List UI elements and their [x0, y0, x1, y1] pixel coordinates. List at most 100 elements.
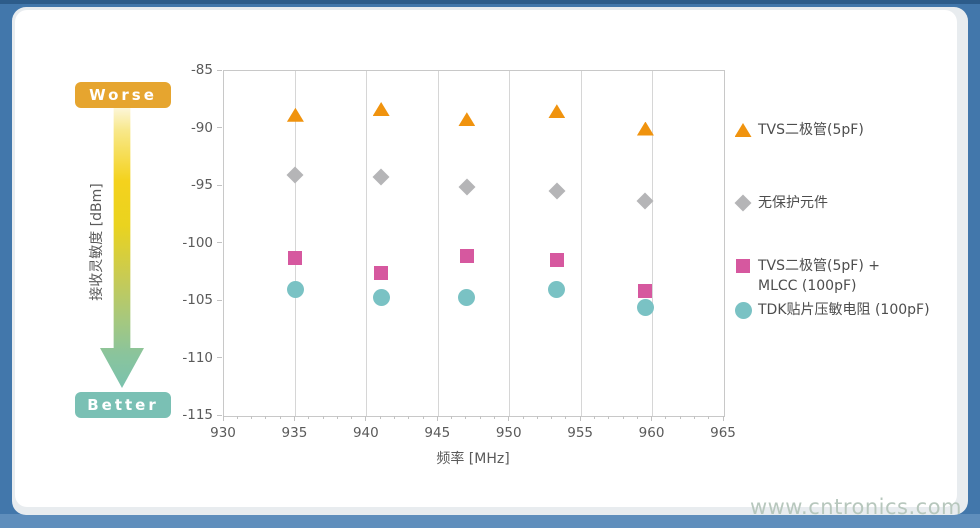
data-point-triangle — [286, 107, 304, 122]
x-major-tick — [579, 416, 581, 421]
x-minor-tick — [408, 416, 410, 419]
y-tick-label: -110 — [182, 349, 213, 366]
x-minor-tick — [593, 416, 595, 419]
gridline — [294, 71, 296, 416]
data-point-square — [638, 283, 653, 298]
watermark: www.cntronics.com — [749, 495, 962, 519]
legend-item: TDK贴片压敏电阻 (100pF) — [734, 300, 930, 320]
y-tick-label: -100 — [182, 234, 213, 251]
legend-diamond-icon — [734, 194, 752, 212]
x-tick-label: 935 — [281, 425, 308, 441]
x-minor-tick — [251, 416, 253, 419]
x-minor-tick — [608, 416, 610, 419]
gridline — [437, 71, 439, 416]
legend-triangle-icon — [734, 123, 752, 137]
y-major-tick — [217, 357, 222, 358]
x-minor-tick — [308, 416, 310, 419]
x-major-tick — [222, 416, 224, 421]
x-major-tick — [365, 416, 367, 421]
legend-item: TVS二极管(5pF) + MLCC (100pF) — [734, 256, 880, 296]
data-point-diamond — [372, 168, 390, 186]
legend-label-line: TVS二极管(5pF) + — [758, 258, 880, 274]
y-axis-label: 接收灵敏度 [dBm] — [89, 183, 105, 301]
x-minor-tick — [393, 416, 395, 419]
y-major-tick — [217, 414, 222, 416]
x-tick-label: 930 — [210, 425, 236, 441]
y-tick-label: -85 — [190, 62, 213, 78]
legend: TVS二极管(5pF) 无保护元件 TVS二极管(5pF) + MLCC (100pF… — [734, 0, 964, 430]
x-tick-label: 945 — [424, 425, 451, 441]
x-minor-tick — [379, 416, 381, 419]
x-minor-tick — [551, 416, 553, 419]
x-axis-label: 频率 [MHz] — [436, 451, 510, 467]
x-minor-tick — [565, 416, 567, 419]
x-minor-tick — [279, 416, 281, 419]
data-point-diamond — [286, 166, 304, 183]
x-minor-tick — [636, 416, 638, 419]
x-minor-tick — [465, 416, 467, 419]
y-tick-label: -105 — [182, 292, 213, 308]
x-minor-tick — [693, 416, 695, 419]
x-minor-tick — [665, 416, 667, 419]
x-minor-tick — [236, 416, 238, 419]
frame-top-strip — [0, 0, 980, 4]
y-major-tick — [217, 184, 222, 186]
x-minor-tick — [422, 416, 424, 419]
gridline — [509, 71, 511, 416]
data-point-triangle — [458, 112, 476, 127]
x-minor-tick — [522, 416, 524, 419]
legend-label-line: 无保护元件 — [758, 195, 828, 211]
y-tick-label: -95 — [190, 177, 213, 193]
data-point-circle — [372, 289, 390, 307]
x-minor-tick — [493, 416, 495, 419]
legend-label: 无保护元件 — [758, 193, 828, 213]
x-minor-tick — [322, 416, 324, 419]
x-major-tick — [651, 416, 653, 421]
better-badge: Better — [75, 392, 171, 418]
x-tick-label: 940 — [352, 425, 379, 441]
x-minor-tick — [536, 416, 538, 419]
plot-area — [223, 70, 725, 417]
gridline — [652, 71, 654, 416]
data-point-circle — [548, 281, 566, 298]
x-major-tick — [722, 416, 724, 421]
data-point-square — [459, 249, 474, 264]
y-major-tick — [217, 69, 222, 71]
data-point-square — [374, 266, 389, 281]
x-minor-tick — [679, 416, 681, 419]
y-tick-label: -90 — [190, 119, 213, 136]
x-major-tick — [508, 416, 510, 421]
gridline — [366, 71, 368, 416]
data-point-diamond — [458, 178, 476, 196]
x-tick-label: 965 — [710, 425, 736, 441]
data-point-circle — [636, 299, 654, 317]
legend-marker-box — [734, 300, 752, 320]
x-major-tick — [293, 416, 295, 421]
x-minor-tick — [336, 416, 338, 419]
data-point-diamond — [548, 182, 566, 200]
x-minor-tick — [351, 416, 353, 419]
x-tick-label: 960 — [638, 425, 665, 441]
legend-label: TVS二极管(5pF) — [758, 120, 864, 140]
y-major-tick — [217, 299, 222, 301]
legend-marker-box — [734, 256, 752, 276]
data-point-circle — [458, 289, 476, 307]
legend-marker-box — [734, 193, 752, 213]
data-point-circle — [286, 281, 304, 298]
x-tick-label: 950 — [495, 425, 522, 441]
y-tick-label: -115 — [182, 407, 213, 423]
x-minor-tick — [265, 416, 267, 419]
data-point-square — [288, 251, 303, 266]
x-major-tick — [436, 416, 438, 421]
legend-marker-box — [734, 120, 752, 140]
x-minor-tick — [479, 416, 481, 419]
y-major-tick — [217, 242, 222, 243]
frame-bottom-strip — [0, 514, 980, 528]
x-tick-label: 955 — [567, 425, 594, 441]
legend-item: 无保护元件 — [734, 193, 828, 213]
legend-label-line: TVS二极管(5pF) — [758, 122, 864, 138]
data-point-triangle — [548, 104, 566, 119]
data-point-square — [549, 252, 564, 267]
x-minor-tick — [451, 416, 453, 419]
